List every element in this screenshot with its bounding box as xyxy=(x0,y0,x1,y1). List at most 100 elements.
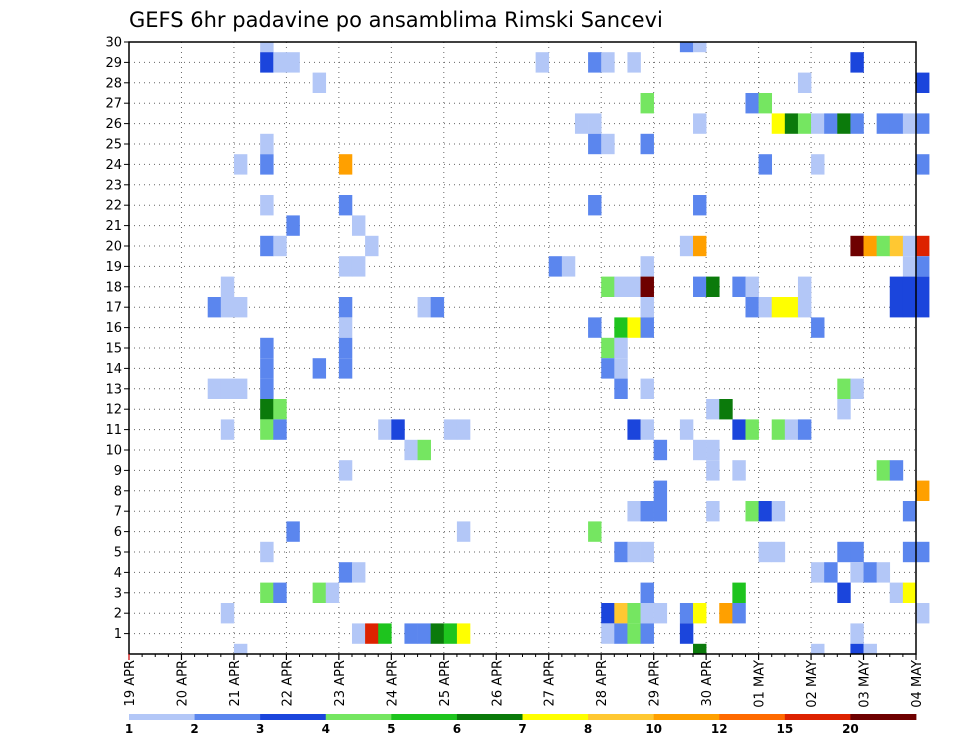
heatmap-cell xyxy=(916,603,930,624)
y-tick-label: 2 xyxy=(114,607,122,622)
heatmap-cell xyxy=(889,113,904,134)
heatmap-cell xyxy=(220,297,235,318)
heatmap-cell xyxy=(693,235,707,257)
heatmap-cell xyxy=(706,501,720,522)
heatmap-cell xyxy=(876,562,891,583)
heatmap-cell xyxy=(797,72,812,93)
legend-swatch xyxy=(129,714,195,720)
y-tick-label: 13 xyxy=(105,382,122,397)
heatmap-cell xyxy=(850,643,864,654)
heatmap-cell xyxy=(614,541,628,563)
heatmap-cell xyxy=(916,256,930,277)
heatmap-cell xyxy=(850,562,864,583)
heatmap-cell xyxy=(811,562,825,583)
heatmap-cell xyxy=(260,235,274,257)
heatmap-cell xyxy=(338,317,353,338)
y-tick-label: 12 xyxy=(105,403,122,418)
heatmap-cell xyxy=(338,460,353,481)
heatmap-cell xyxy=(784,297,799,318)
x-tick-label: 01 MAY xyxy=(753,660,768,708)
heatmap-cell xyxy=(286,215,300,236)
heatmap-cell xyxy=(640,501,654,522)
heatmap-cell xyxy=(693,276,707,297)
heatmap-cell xyxy=(916,276,930,297)
heatmap-cell xyxy=(640,603,654,624)
heatmap-cell xyxy=(916,541,930,563)
y-tick-label: 7 xyxy=(114,505,122,520)
y-tick-label: 18 xyxy=(105,280,122,295)
x-tick-label: 21 APR xyxy=(228,660,243,706)
heatmap-cell xyxy=(260,52,274,73)
x-tick-label: 29 APR xyxy=(648,660,663,706)
heatmap-cell xyxy=(443,419,458,440)
heatmap-cell xyxy=(693,195,707,216)
y-tick-label: 6 xyxy=(114,525,122,540)
x-tick-label: 27 APR xyxy=(543,660,558,706)
heatmap-cell xyxy=(916,480,930,501)
x-tick-label: 26 APR xyxy=(490,660,505,706)
heatmap-cell xyxy=(745,501,759,522)
heatmap-cell xyxy=(588,52,602,73)
heatmap-cell xyxy=(260,378,274,399)
heatmap-cell xyxy=(417,439,431,461)
y-tick-label: 5 xyxy=(114,546,122,561)
heatmap-cell xyxy=(719,399,733,420)
y-tick-label: 15 xyxy=(105,342,122,357)
heatmap-cell xyxy=(797,276,812,297)
heatmap-cell xyxy=(758,154,773,175)
y-tick-label: 8 xyxy=(114,484,122,499)
x-tick-label: 04 MAY xyxy=(910,660,925,708)
heatmap-cell xyxy=(889,297,904,318)
heatmap-cell xyxy=(732,460,746,481)
y-tick-label: 17 xyxy=(105,301,122,316)
heatmap-cell xyxy=(706,439,720,461)
heatmap-cell xyxy=(456,521,471,542)
heatmap-cell xyxy=(601,276,615,297)
legend-swatch xyxy=(194,714,261,720)
heatmap-cell xyxy=(732,276,746,297)
y-tick-label: 30 xyxy=(105,36,122,51)
heatmap-cell xyxy=(706,460,720,481)
heatmap-cell xyxy=(260,541,274,563)
heatmap-cell xyxy=(640,378,654,399)
heatmap-cell xyxy=(640,133,654,155)
legend-label: 3 xyxy=(256,722,264,736)
heatmap-cell xyxy=(679,235,694,257)
heatmap-cell xyxy=(902,501,917,522)
y-tick-label: 23 xyxy=(105,178,122,193)
legend-swatch xyxy=(784,714,851,720)
heatmap-cell xyxy=(338,256,353,277)
y-tick-label: 21 xyxy=(105,219,122,234)
heatmap-cell xyxy=(365,235,379,257)
heatmap-cell xyxy=(614,358,628,379)
heatmap-cell xyxy=(260,42,274,53)
heatmap-cell xyxy=(916,235,930,257)
heatmap-cell xyxy=(430,623,445,644)
legend-swatch xyxy=(456,714,523,720)
legend-label: 6 xyxy=(453,722,461,736)
y-tick-label: 19 xyxy=(105,260,122,275)
heatmap-cell xyxy=(338,358,353,379)
heatmap-cell xyxy=(653,480,668,501)
heatmap-cell xyxy=(706,276,720,297)
x-tick-label: 02 MAY xyxy=(805,660,820,708)
x-tick-label: 24 APR xyxy=(385,660,400,706)
x-tick-label: 19 APR xyxy=(123,660,138,706)
heatmap-cell xyxy=(273,235,287,257)
heatmap-cell xyxy=(745,93,759,114)
heatmap-cell xyxy=(784,113,799,134)
heatmap-cell xyxy=(260,195,274,216)
heatmap-cell xyxy=(338,195,353,216)
heatmap-cell xyxy=(745,297,759,318)
heatmap-cell xyxy=(758,541,773,563)
heatmap-cell xyxy=(273,419,287,440)
heatmap-cell xyxy=(627,317,641,338)
heatmap-cell xyxy=(745,276,759,297)
x-tick-label: 22 APR xyxy=(280,660,295,706)
heatmap-cell xyxy=(548,256,563,277)
heatmap-cell xyxy=(811,113,825,134)
heatmap-cell xyxy=(863,562,877,583)
heatmap-cell xyxy=(260,337,274,359)
heatmap-cell xyxy=(338,297,353,318)
heatmap-cell xyxy=(850,623,864,644)
